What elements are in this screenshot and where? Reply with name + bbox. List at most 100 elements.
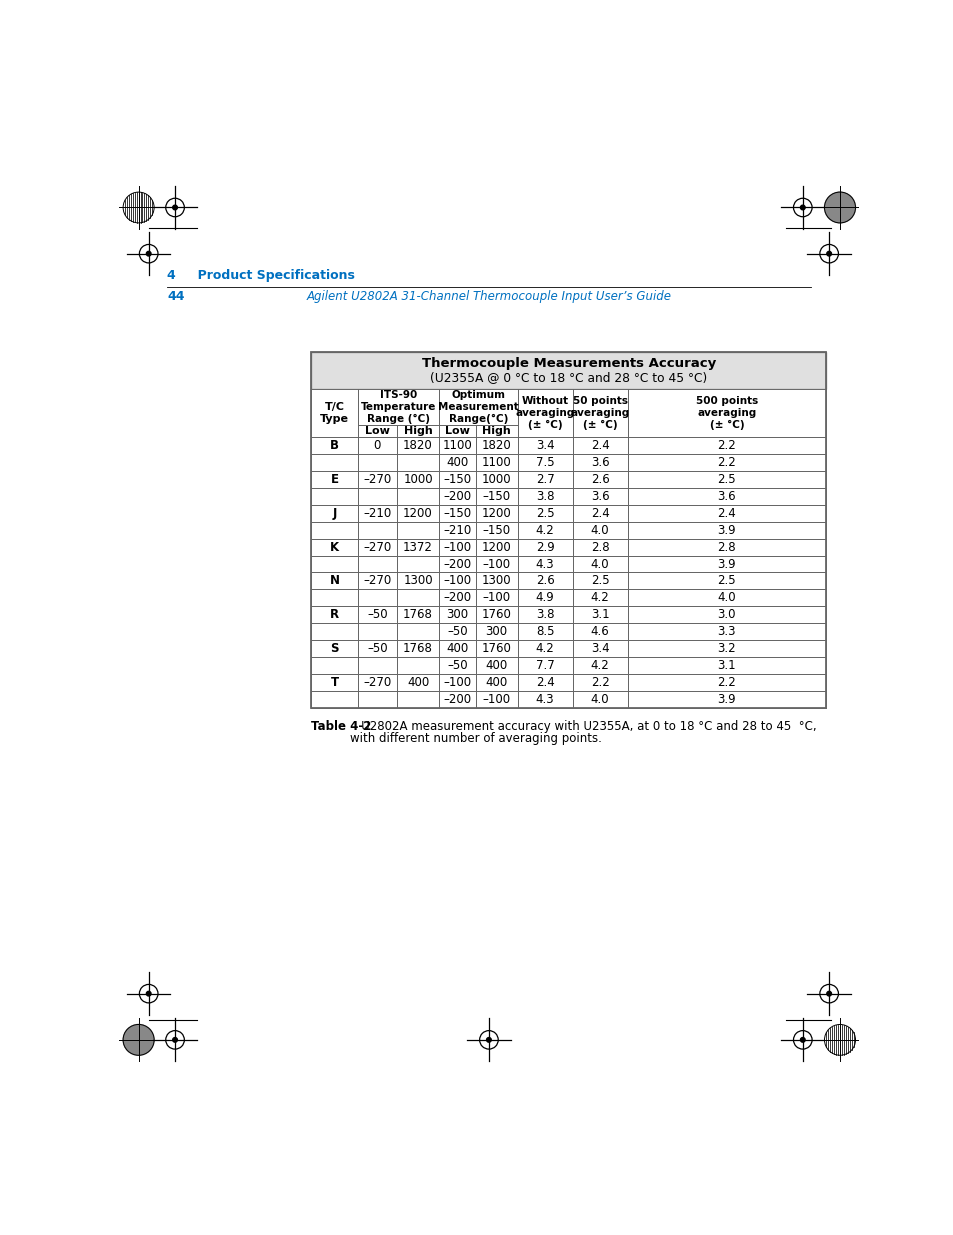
Text: 1200: 1200 <box>481 541 511 553</box>
Text: (U2355A @ 0 °C to 18 °C and 28 °C to 45 °C): (U2355A @ 0 °C to 18 °C and 28 °C to 45 … <box>430 372 706 384</box>
Text: –270: –270 <box>363 541 391 553</box>
Text: 2.4: 2.4 <box>536 676 554 689</box>
Text: 4.0: 4.0 <box>590 557 609 571</box>
Text: 44: 44 <box>167 289 185 303</box>
Text: S: S <box>330 642 338 656</box>
Text: 2.4: 2.4 <box>590 438 609 452</box>
Text: –200: –200 <box>443 557 471 571</box>
Text: 1100: 1100 <box>481 456 511 469</box>
Text: with different number of averaging points.: with different number of averaging point… <box>350 732 601 745</box>
Text: –210: –210 <box>443 524 471 537</box>
Polygon shape <box>357 425 396 437</box>
Text: –150: –150 <box>482 490 510 503</box>
Text: 3.1: 3.1 <box>590 609 609 621</box>
Text: Agilent U2802A 31-Channel Thermocouple Input User’s Guide: Agilent U2802A 31-Channel Thermocouple I… <box>306 289 671 303</box>
Text: R: R <box>330 609 339 621</box>
Text: 4.6: 4.6 <box>590 625 609 638</box>
Text: 2.5: 2.5 <box>717 574 736 588</box>
Text: –100: –100 <box>443 676 471 689</box>
Text: U2802A measurement accuracy with U2355A, at 0 to 18 °C and 28 to 45  °C,: U2802A measurement accuracy with U2355A,… <box>350 720 816 734</box>
Text: 3.2: 3.2 <box>717 642 736 656</box>
Text: K: K <box>330 541 339 553</box>
Text: –100: –100 <box>443 574 471 588</box>
Circle shape <box>800 1037 804 1042</box>
Text: –270: –270 <box>363 676 391 689</box>
Text: 2.6: 2.6 <box>536 574 554 588</box>
Text: 1372: 1372 <box>403 541 433 553</box>
Text: 400: 400 <box>446 642 468 656</box>
Text: 3.3: 3.3 <box>717 625 736 638</box>
Polygon shape <box>357 389 439 425</box>
Circle shape <box>826 252 831 256</box>
Text: Without
averaging
(± °C): Without averaging (± °C) <box>515 396 574 430</box>
Text: 3.9: 3.9 <box>717 524 736 537</box>
Text: 4     Product Specifications: 4 Product Specifications <box>167 269 355 282</box>
Text: High: High <box>403 426 432 436</box>
Text: 1200: 1200 <box>481 506 511 520</box>
Text: 3.0: 3.0 <box>717 609 736 621</box>
Text: 4.3: 4.3 <box>536 557 554 571</box>
Text: T/C
Type: T/C Type <box>320 403 349 424</box>
Text: T: T <box>331 676 338 689</box>
Text: –150: –150 <box>443 473 471 485</box>
Text: 4.0: 4.0 <box>717 592 736 604</box>
Text: 1300: 1300 <box>481 574 511 588</box>
Text: 4.2: 4.2 <box>590 659 609 672</box>
Text: Table 4-2: Table 4-2 <box>311 720 372 734</box>
Text: E: E <box>331 473 338 485</box>
Text: 2.5: 2.5 <box>536 506 554 520</box>
Text: 1820: 1820 <box>403 438 433 452</box>
Circle shape <box>823 193 855 222</box>
Text: –50: –50 <box>447 659 467 672</box>
Text: 4.2: 4.2 <box>536 524 554 537</box>
Text: 2.2: 2.2 <box>717 438 736 452</box>
Polygon shape <box>627 389 825 437</box>
Text: 3.6: 3.6 <box>590 456 609 469</box>
Text: ITS-90
Temperature
Range (°C): ITS-90 Temperature Range (°C) <box>360 390 436 424</box>
Text: 1300: 1300 <box>403 574 433 588</box>
Text: 3.6: 3.6 <box>717 490 736 503</box>
Polygon shape <box>439 425 476 437</box>
Text: –270: –270 <box>363 473 391 485</box>
Text: 3.8: 3.8 <box>536 490 554 503</box>
Polygon shape <box>311 352 825 389</box>
Text: 1768: 1768 <box>403 642 433 656</box>
Text: 4.9: 4.9 <box>536 592 554 604</box>
Text: –100: –100 <box>443 541 471 553</box>
Text: 1820: 1820 <box>481 438 511 452</box>
Text: 4.2: 4.2 <box>536 642 554 656</box>
Text: 0: 0 <box>374 438 380 452</box>
Text: High: High <box>482 426 511 436</box>
Text: 400: 400 <box>446 456 468 469</box>
Text: 2.8: 2.8 <box>717 541 736 553</box>
Circle shape <box>486 1037 491 1042</box>
Text: 2.2: 2.2 <box>590 676 609 689</box>
Text: 3.6: 3.6 <box>590 490 609 503</box>
Text: 4.2: 4.2 <box>590 592 609 604</box>
Text: 1768: 1768 <box>403 609 433 621</box>
Text: J: J <box>333 506 336 520</box>
Text: 400: 400 <box>485 676 507 689</box>
Text: 2.2: 2.2 <box>717 676 736 689</box>
Text: 50 points
averaging
(± °C): 50 points averaging (± °C) <box>570 396 629 430</box>
Text: 2.2: 2.2 <box>717 456 736 469</box>
Text: 1760: 1760 <box>481 609 511 621</box>
Polygon shape <box>517 389 572 437</box>
Text: 1100: 1100 <box>442 438 472 452</box>
Text: 1000: 1000 <box>481 473 511 485</box>
Text: 2.5: 2.5 <box>590 574 609 588</box>
Text: Low: Low <box>364 426 390 436</box>
Circle shape <box>123 1025 154 1055</box>
Text: –100: –100 <box>482 557 510 571</box>
Polygon shape <box>439 389 517 425</box>
Polygon shape <box>572 389 627 437</box>
Text: –200: –200 <box>443 693 471 706</box>
Text: –200: –200 <box>443 490 471 503</box>
Text: –150: –150 <box>482 524 510 537</box>
Text: N: N <box>330 574 339 588</box>
Text: 400: 400 <box>485 659 507 672</box>
Text: 1000: 1000 <box>403 473 433 485</box>
Text: 3.4: 3.4 <box>536 438 554 452</box>
Text: 2.5: 2.5 <box>717 473 736 485</box>
Text: 300: 300 <box>485 625 507 638</box>
